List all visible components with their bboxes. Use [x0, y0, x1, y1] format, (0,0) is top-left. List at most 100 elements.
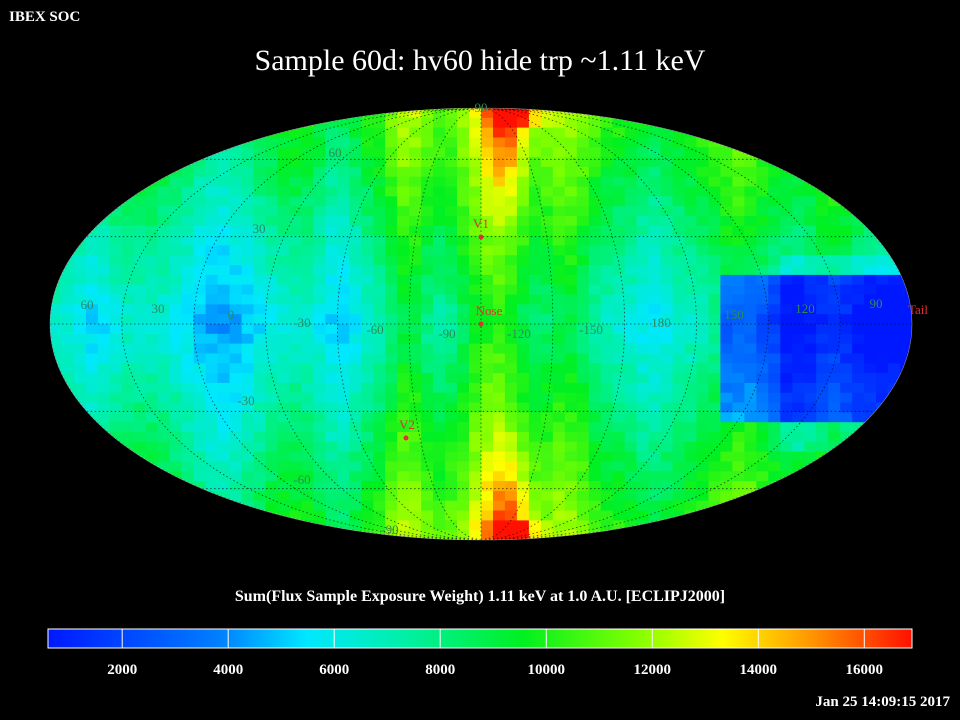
flux-cell — [708, 382, 722, 394]
flux-cell — [720, 432, 733, 443]
flux-cell — [349, 147, 362, 158]
flux-cell — [660, 402, 674, 413]
flux-cell — [636, 441, 650, 453]
flux-cell — [876, 373, 889, 384]
flux-cell — [816, 382, 829, 394]
flux-cell — [433, 373, 446, 384]
flux-cell — [325, 186, 338, 197]
flux-cell — [840, 412, 853, 423]
flux-cell — [624, 481, 638, 492]
flux-cell — [217, 432, 231, 443]
flux-cell — [564, 108, 578, 119]
flux-cell — [169, 186, 183, 197]
flux-cell — [217, 265, 231, 276]
flux-cell — [457, 294, 470, 305]
flux-cell — [301, 157, 314, 168]
flux-cell — [540, 324, 554, 335]
flux-cell — [864, 274, 877, 286]
flux-cell — [756, 432, 769, 443]
flux-cell — [121, 235, 135, 246]
flux-cell — [421, 127, 434, 138]
flux-cell — [349, 461, 362, 472]
flux-cell — [409, 235, 422, 246]
flux-cell — [600, 216, 614, 227]
longitude-label: -150 — [579, 322, 603, 337]
flux-cell — [672, 402, 686, 413]
flux-cell — [528, 186, 542, 197]
flux-cell — [696, 196, 710, 207]
flux-cell — [588, 500, 602, 512]
marker-dot — [478, 321, 484, 327]
flux-cell — [169, 304, 183, 315]
flux-cell — [756, 392, 769, 404]
flux-cell — [373, 412, 386, 423]
flux-cell — [457, 245, 470, 256]
flux-cell — [516, 255, 530, 266]
flux-cell — [469, 147, 482, 158]
flux-cell — [229, 284, 243, 296]
flux-cell — [445, 333, 458, 345]
flux-cell — [660, 441, 674, 453]
flux-cell — [325, 373, 338, 384]
flux-cell — [349, 265, 362, 276]
flux-cell — [97, 284, 111, 296]
flux-cell — [301, 441, 314, 453]
flux-cell — [181, 402, 195, 413]
flux-cell — [516, 147, 530, 158]
flux-cell — [313, 422, 326, 433]
flux-cell — [205, 255, 219, 266]
flux-cell — [732, 304, 745, 315]
flux-cell — [720, 166, 733, 178]
flux-cell — [445, 402, 458, 413]
flux-cell — [504, 157, 518, 168]
flux-cell — [576, 225, 590, 237]
flux-cell — [504, 245, 518, 256]
flux-cell — [361, 265, 374, 276]
flux-cell — [385, 294, 398, 305]
flux-cell — [528, 245, 542, 256]
flux-cell — [852, 363, 865, 374]
flux-cell — [720, 422, 733, 433]
flux-cell — [600, 117, 614, 129]
flux-cell — [756, 481, 769, 492]
flux-cell — [301, 422, 314, 433]
flux-cell — [73, 343, 87, 354]
flux-cell — [193, 245, 207, 256]
flux-cell — [265, 245, 279, 256]
longitude-label: -90 — [438, 326, 455, 341]
flux-cell — [720, 363, 733, 374]
flux-cell — [792, 186, 805, 197]
flux-cell — [888, 284, 901, 296]
flux-cell — [576, 373, 590, 384]
flux-cell — [397, 353, 410, 364]
flux-cell — [289, 441, 302, 453]
flux-cell — [540, 314, 554, 325]
meridian — [336, 108, 482, 540]
flux-cell — [433, 500, 446, 512]
flux-cell — [481, 324, 494, 335]
flux-cell — [217, 461, 231, 472]
flux-cell — [265, 235, 279, 246]
flux-cell — [289, 481, 302, 492]
flux-cell — [301, 255, 314, 266]
flux-cell — [600, 333, 614, 345]
flux-cell — [133, 225, 147, 237]
flux-cell — [588, 520, 602, 531]
flux-cell — [648, 235, 662, 246]
flux-cell — [337, 117, 350, 129]
flux-cell — [588, 117, 602, 129]
flux-cell — [744, 274, 757, 286]
flux-cell — [133, 333, 147, 345]
flux-cell — [301, 196, 314, 207]
flux-cell — [469, 314, 482, 325]
flux-cell — [217, 245, 231, 256]
flux-cell — [289, 196, 302, 207]
flux-cell — [816, 265, 829, 276]
flux-cell — [828, 363, 841, 374]
flux-cell — [301, 304, 314, 315]
flux-cell — [193, 235, 207, 246]
flux-cell — [241, 157, 255, 168]
flux-cell — [265, 481, 279, 492]
flux-cell — [804, 245, 817, 256]
flux-cell — [768, 392, 781, 404]
